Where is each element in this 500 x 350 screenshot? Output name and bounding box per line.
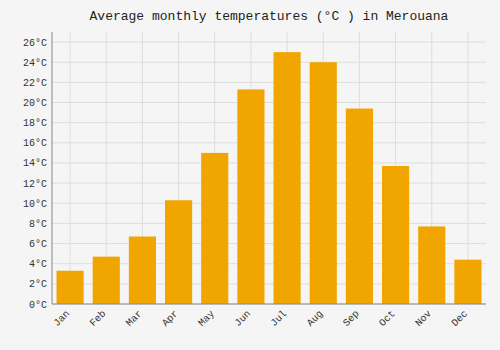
x-tick-label: Apr [160, 308, 181, 329]
y-axis-line [52, 32, 53, 304]
y-tick-label: 12°C [23, 179, 47, 190]
grid-line-y [52, 183, 486, 184]
grid-line-y [52, 162, 486, 163]
grid-line-y [52, 62, 486, 63]
y-tick-label: 18°C [23, 118, 47, 129]
bar [274, 52, 301, 304]
bar [454, 260, 481, 304]
bar [165, 200, 192, 304]
grid-line-y [52, 304, 486, 305]
y-tick-label: 22°C [23, 78, 47, 89]
y-tick-label: 2°C [29, 279, 47, 290]
grid [52, 32, 486, 304]
y-tick-label: 4°C [29, 259, 47, 270]
grid-line-y [52, 82, 486, 83]
bar [237, 89, 264, 304]
bar [57, 271, 84, 304]
background [0, 0, 500, 350]
x-tick-label: Jun [233, 308, 254, 329]
x-tick-label: Dec [450, 308, 471, 329]
y-tick-label: 14°C [23, 158, 47, 169]
grid-line-y [52, 142, 486, 143]
bar [201, 153, 228, 304]
x-tick-label: Feb [88, 308, 109, 329]
y-tick-label: 16°C [23, 138, 47, 149]
x-tick-label: May [196, 308, 217, 329]
x-tick-label: Jan [52, 308, 73, 329]
y-tick-label: 10°C [23, 199, 47, 210]
y-tick-label: 20°C [23, 98, 47, 109]
y-tick-label: 26°C [23, 38, 47, 49]
bar [310, 62, 337, 304]
grid-line-y [52, 203, 486, 204]
x-tick-label: Oct [377, 308, 398, 329]
y-tick-label: 0°C [29, 300, 47, 311]
grid-line-x [70, 32, 71, 304]
x-tick-label: Aug [305, 308, 326, 329]
chart: Average monthly temperatures (°C ) in Me… [0, 0, 500, 350]
y-tick-label: 6°C [29, 239, 47, 250]
y-tick-label: 24°C [23, 58, 47, 69]
bar [382, 166, 409, 304]
x-axis-line [52, 304, 486, 305]
x-tick-label: Mar [124, 308, 145, 329]
bar [346, 109, 373, 304]
bar [93, 257, 120, 304]
grid-line-y [52, 122, 486, 123]
grid-line-y [52, 42, 486, 43]
y-tick-label: 8°C [29, 219, 47, 230]
bars [57, 52, 482, 304]
grid-line-y [52, 223, 486, 224]
bar [418, 226, 445, 304]
x-tick-label: Nov [413, 308, 434, 329]
x-tick-label: Sep [341, 308, 362, 329]
grid-line-y [52, 102, 486, 103]
bar [129, 237, 156, 304]
title: Average monthly temperatures (°C ) in Me… [90, 9, 449, 24]
x-tick-label: Jul [269, 308, 290, 329]
